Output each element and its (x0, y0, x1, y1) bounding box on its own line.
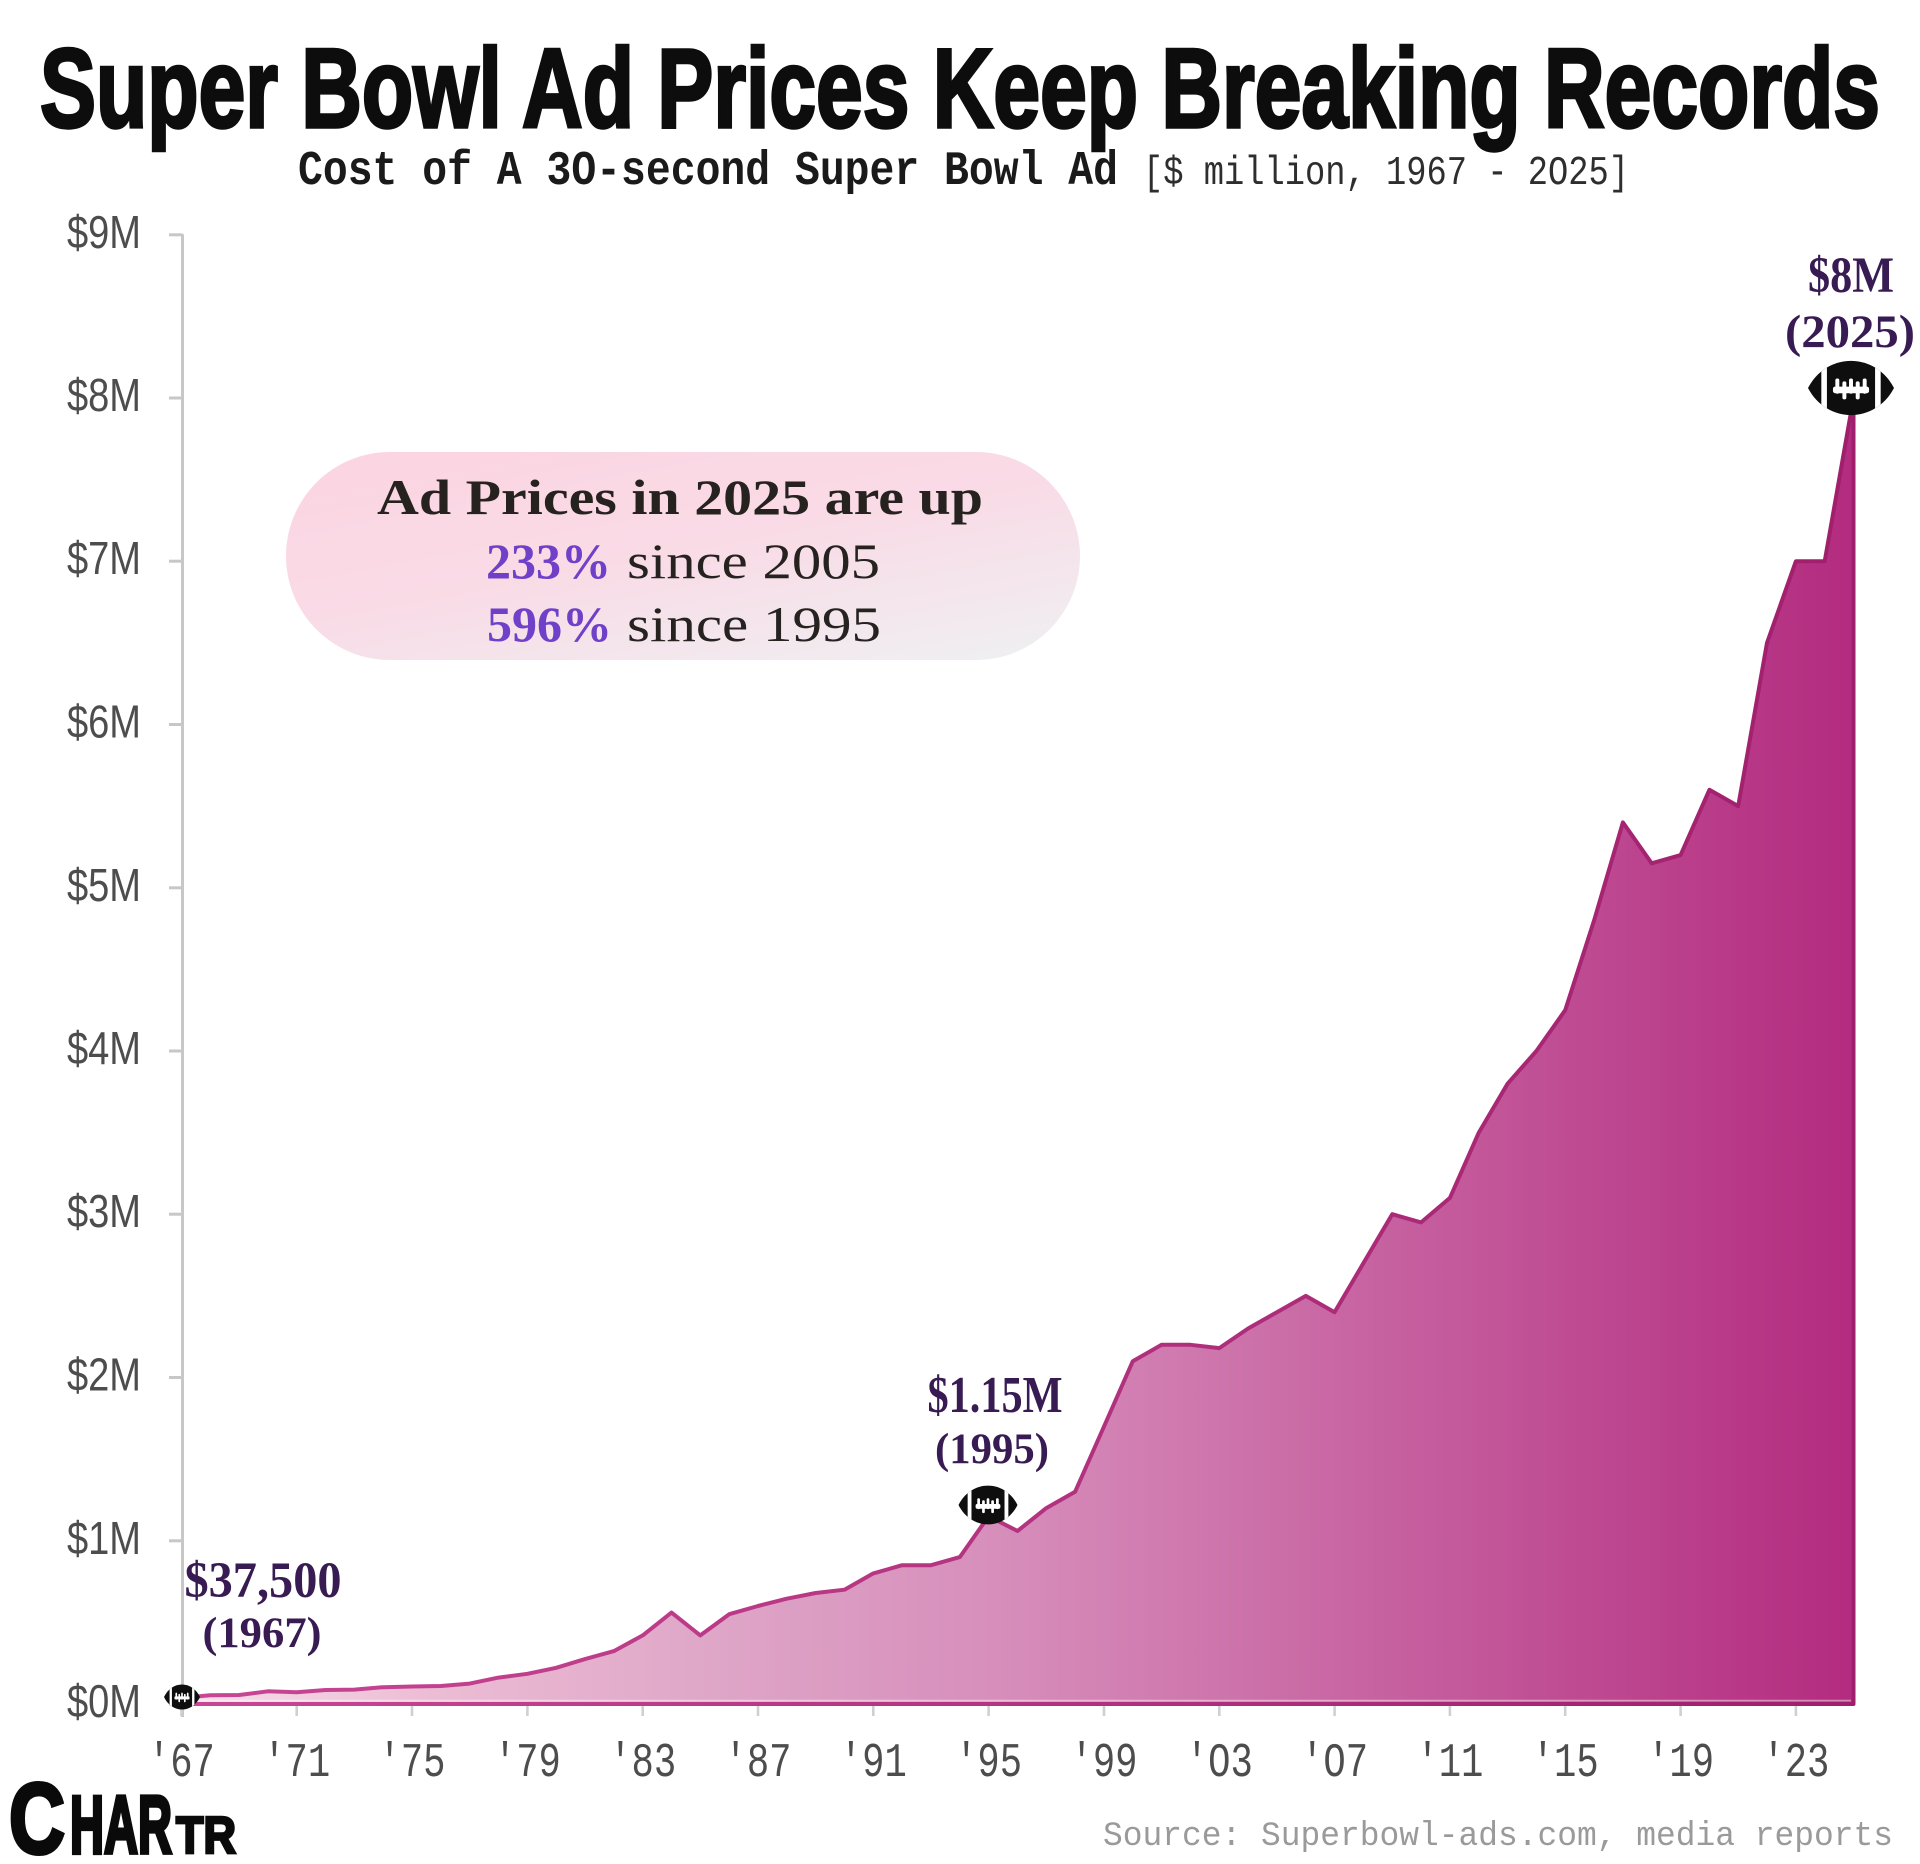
svg-text:'75: '75 (379, 1736, 446, 1791)
svg-text:C: C (9, 1763, 65, 1864)
svg-text:'87: '87 (725, 1736, 792, 1791)
svg-text:$8M: $8M (1808, 248, 1894, 304)
svg-text:$1.15M: $1.15M (928, 1367, 1063, 1424)
svg-text:'91: '91 (840, 1736, 907, 1791)
svg-text:$5M: $5M (67, 859, 141, 911)
svg-text:'83: '83 (609, 1736, 676, 1791)
svg-text:(1995): (1995) (935, 1426, 1049, 1473)
svg-text:since 1995: since 1995 (627, 596, 881, 652)
svg-text:HAR: HAR (70, 1780, 172, 1864)
svg-text:'71: '71 (263, 1736, 330, 1791)
svg-text:'19: '19 (1647, 1736, 1714, 1791)
svg-text:$4M: $4M (67, 1022, 141, 1074)
svg-text:'67: '67 (148, 1736, 215, 1791)
svg-text:'23: '23 (1762, 1736, 1829, 1791)
svg-text:(1967): (1967) (203, 1610, 322, 1657)
svg-text:'79: '79 (494, 1736, 561, 1791)
svg-text:Ad Prices in 2025 are up: Ad Prices in 2025 are up (377, 469, 983, 525)
svg-text:'11: '11 (1416, 1736, 1483, 1791)
svg-text:'15: '15 (1532, 1736, 1599, 1791)
svg-text:$37,500: $37,500 (185, 1553, 342, 1609)
svg-text:Super Bowl Ad Prices Keep Brea: Super Bowl Ad Prices Keep Breaking Recor… (40, 26, 1880, 151)
svg-text:$2M: $2M (67, 1349, 141, 1401)
svg-text:'99: '99 (1071, 1736, 1138, 1791)
svg-text:596%: 596% (487, 596, 612, 652)
svg-text:$6M: $6M (67, 696, 141, 748)
svg-text:$8M: $8M (67, 369, 141, 421)
svg-text:$7M: $7M (67, 532, 141, 584)
svg-text:$1M: $1M (67, 1512, 141, 1564)
svg-text:233%: 233% (486, 533, 611, 589)
svg-text:'O3: 'O3 (1186, 1736, 1253, 1791)
svg-text:$9M: $9M (67, 206, 141, 258)
svg-text:$0M: $0M (67, 1675, 141, 1727)
svg-text:Cost of A 3O-second Super Bowl: Cost of A 3O-second Super Bowl Ad (298, 145, 1118, 199)
svg-text:since 2005: since 2005 (627, 533, 880, 589)
svg-text:Source: Superbowl-ads.com, med: Source: Superbowl-ads.com, media reports (1103, 1818, 1893, 1856)
svg-text:'O7: 'O7 (1301, 1736, 1368, 1791)
svg-text:$3M: $3M (67, 1185, 141, 1237)
svg-text:(2025): (2025) (1785, 306, 1915, 358)
svg-text:TR: TR (176, 1807, 236, 1864)
svg-text:[$ million, 1967 - 2O25]: [$ million, 1967 - 2O25] (1143, 151, 1629, 197)
svg-text:'95: '95 (955, 1736, 1022, 1791)
